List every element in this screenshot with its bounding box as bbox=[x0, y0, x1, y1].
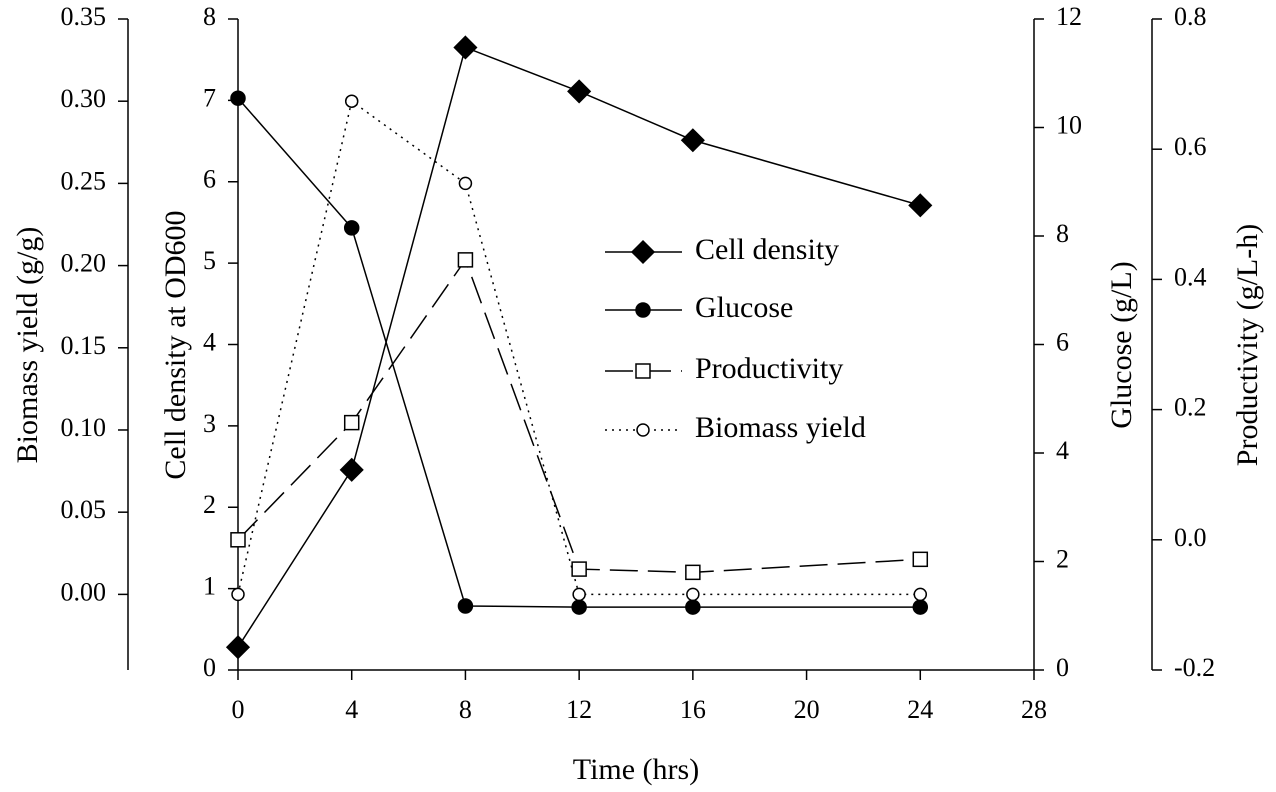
marker bbox=[913, 587, 928, 602]
y-tick-label: 3 bbox=[203, 409, 216, 438]
y-tick-label: 4 bbox=[203, 327, 216, 356]
marker bbox=[457, 598, 474, 614]
y-tick-label: 0.8 bbox=[1174, 2, 1207, 31]
y-axis-label: Biomass yield (g/g) bbox=[11, 227, 44, 464]
y-tick-label: 0.10 bbox=[61, 413, 107, 442]
marker bbox=[231, 587, 245, 602]
marker bbox=[230, 532, 246, 548]
marker bbox=[636, 423, 650, 437]
y-tick-label: 0.30 bbox=[61, 84, 107, 113]
x-tick-label: 16 bbox=[680, 695, 706, 724]
y-tick-label: 0.25 bbox=[61, 166, 107, 195]
y-tick-label: 0.35 bbox=[61, 2, 107, 31]
marker bbox=[908, 193, 933, 218]
y-tick-label: 7 bbox=[203, 83, 216, 112]
legend-label: Glucose bbox=[695, 291, 793, 324]
legend-label: Productivity bbox=[695, 352, 843, 385]
marker bbox=[572, 587, 586, 602]
y-tick-label: 0.2 bbox=[1174, 393, 1207, 422]
y-tick-label: 0.00 bbox=[61, 577, 107, 606]
y-tick-label: -0.2 bbox=[1174, 653, 1215, 682]
marker bbox=[453, 35, 478, 60]
marker bbox=[225, 635, 251, 660]
y-tick-label: 0.15 bbox=[61, 331, 107, 360]
x-tick-label: 4 bbox=[345, 695, 358, 724]
y-tick-label: 4 bbox=[1056, 436, 1069, 465]
legend-label: Cell density bbox=[695, 233, 839, 266]
series-line bbox=[237, 97, 921, 608]
marker bbox=[686, 587, 700, 602]
marker bbox=[685, 599, 701, 615]
x-tick-label: 0 bbox=[232, 695, 245, 724]
marker bbox=[635, 363, 651, 379]
marker bbox=[912, 599, 929, 615]
y-tick-label: 2 bbox=[1056, 544, 1069, 573]
marker bbox=[630, 239, 656, 265]
marker bbox=[457, 252, 474, 268]
marker bbox=[458, 176, 473, 191]
y-tick-label: 0 bbox=[1056, 653, 1069, 682]
y-tick-label: 6 bbox=[1056, 327, 1069, 356]
marker bbox=[344, 94, 359, 108]
marker bbox=[343, 220, 360, 236]
y-axis-label: Glucose (g/L) bbox=[1105, 261, 1138, 428]
marker bbox=[685, 564, 701, 581]
y-axis-label: Cell density at OD600 bbox=[159, 210, 192, 479]
y-tick-label: 0.6 bbox=[1174, 132, 1207, 161]
y-tick-label: 8 bbox=[203, 2, 216, 31]
marker bbox=[571, 561, 587, 577]
y-tick-label: 0 bbox=[203, 653, 216, 682]
marker bbox=[343, 414, 360, 431]
x-tick-label: 28 bbox=[1021, 695, 1047, 724]
x-axis-label: Time (hrs) bbox=[573, 753, 699, 786]
y-tick-label: 10 bbox=[1056, 110, 1082, 139]
y-tick-label: 12 bbox=[1056, 2, 1082, 31]
series-line bbox=[237, 99, 921, 596]
marker bbox=[571, 599, 587, 615]
y-tick-label: 0.4 bbox=[1174, 262, 1207, 291]
x-tick-label: 20 bbox=[794, 695, 820, 724]
y-tick-label: 5 bbox=[203, 246, 216, 275]
marker bbox=[567, 79, 592, 104]
x-tick-label: 8 bbox=[459, 695, 472, 724]
marker bbox=[230, 90, 246, 106]
x-tick-label: 12 bbox=[566, 695, 592, 724]
y-axis-label: Productivity (g/L-h) bbox=[1231, 224, 1264, 466]
y-tick-label: 1 bbox=[203, 572, 216, 601]
y-tick-label: 2 bbox=[203, 490, 216, 519]
y-tick-label: 0.0 bbox=[1174, 523, 1207, 552]
marker bbox=[680, 128, 705, 153]
y-tick-label: 0.20 bbox=[61, 249, 107, 278]
marker bbox=[339, 457, 364, 482]
y-tick-label: 6 bbox=[203, 165, 216, 194]
series-line bbox=[237, 258, 921, 574]
y-tick-label: 0.05 bbox=[61, 495, 107, 524]
legend-label: Biomass yield bbox=[695, 411, 866, 444]
x-tick-label: 24 bbox=[907, 695, 933, 724]
y-tick-label: 8 bbox=[1056, 219, 1069, 248]
series-line bbox=[237, 46, 921, 648]
marker bbox=[912, 551, 929, 568]
marker bbox=[635, 302, 651, 318]
